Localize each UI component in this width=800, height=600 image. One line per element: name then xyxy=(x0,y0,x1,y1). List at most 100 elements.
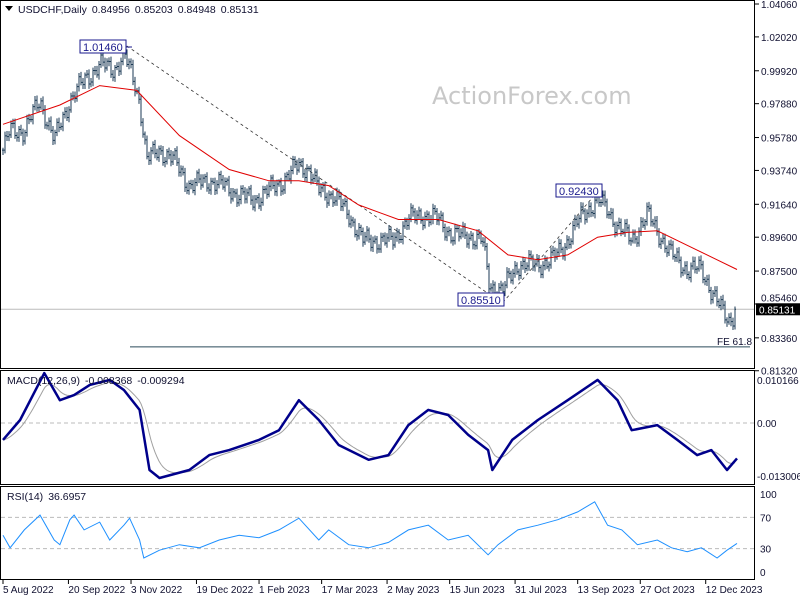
ohlc-bar xyxy=(126,49,128,67)
ohlc-bar xyxy=(520,260,522,279)
ohlc-bar xyxy=(70,92,72,113)
date-tick-label: 27 Oct 2023 xyxy=(640,585,695,596)
ohlc-bar xyxy=(8,131,10,142)
rsi-line xyxy=(2,501,738,559)
ohlc-bar xyxy=(604,190,606,207)
price-tick-label: 0.83360 xyxy=(761,334,798,345)
ohlc-bar xyxy=(440,210,442,221)
ohlc-bar xyxy=(678,247,680,264)
ohlc-bar xyxy=(396,227,398,242)
ohlc-bar xyxy=(382,232,384,243)
rsi-tick-label: 0 xyxy=(760,568,766,579)
ohlc-bar xyxy=(146,135,148,160)
ohlc-bar xyxy=(314,168,316,183)
ohlc-bar xyxy=(558,238,560,257)
price-tick-label: 0.99920 xyxy=(761,67,798,78)
macd-value: -0.008368 xyxy=(85,375,132,387)
ohlc-bar xyxy=(500,280,502,291)
ohlc-bar xyxy=(490,283,492,292)
ohlc-bar xyxy=(364,231,366,245)
ohlc-bar xyxy=(390,226,392,241)
rsi-label: RSI(14) xyxy=(7,491,43,503)
svg-text:0.85510: 0.85510 xyxy=(461,295,501,307)
ohlc-bar xyxy=(308,165,310,172)
ohlc-bar xyxy=(262,185,264,206)
ohlc-bar xyxy=(706,274,708,286)
ohlc-bar xyxy=(412,204,414,217)
collapse-triangle-icon[interactable] xyxy=(5,6,13,11)
ohlc-bar xyxy=(354,218,356,238)
ohlc-bar xyxy=(176,146,178,166)
ohlc-bar xyxy=(446,226,448,242)
ohlc-bar xyxy=(238,194,240,207)
ohlc-bar xyxy=(452,236,454,246)
date-tick-label: 19 Dec 2022 xyxy=(196,585,253,596)
macd-tick-label: 0.010166 xyxy=(757,376,799,387)
ohlc-bar xyxy=(552,245,554,256)
ohlc-bar xyxy=(468,233,470,249)
ohlc-bar xyxy=(322,182,324,193)
ohlc-bar xyxy=(196,170,198,187)
ohlc-bar xyxy=(12,118,14,129)
ohlc-bar xyxy=(694,256,696,274)
ohlc-bar xyxy=(514,260,516,278)
ohlc-bar xyxy=(142,118,144,138)
ohlc-bar xyxy=(154,139,156,159)
ohlc-bar xyxy=(150,147,152,165)
ohlc-bar xyxy=(340,192,342,212)
projection-dashed-line xyxy=(126,45,598,304)
ohlc-bar xyxy=(686,261,688,280)
ohlc-bar xyxy=(270,174,272,192)
price-tick-label: 0.85460 xyxy=(761,293,798,304)
ohlc-bar xyxy=(226,177,228,186)
ohlc-bar xyxy=(168,147,170,160)
ohlc-bar xyxy=(220,170,222,185)
ohlc-bar xyxy=(320,183,322,198)
ohlc-bar xyxy=(610,207,612,220)
ohlc-bar xyxy=(664,233,666,253)
ohlc-bar xyxy=(60,122,62,131)
ohlc-bar xyxy=(590,202,592,218)
ohlc-bar xyxy=(510,270,512,284)
ohlc-bar xyxy=(76,83,78,102)
ohlc-low: 0.84948 xyxy=(178,4,216,16)
ohlc-bar xyxy=(318,176,320,196)
ohlc-bar xyxy=(78,72,80,92)
ohlc-bar xyxy=(306,164,308,183)
ohlc-bar xyxy=(274,180,276,196)
ohlc-bar xyxy=(294,156,296,169)
ohlc-bar xyxy=(478,228,480,240)
ohlc-bar xyxy=(644,219,646,230)
ohlc-bar xyxy=(96,65,98,78)
ohlc-bar xyxy=(160,145,162,155)
date-tick-label: 1 Feb 2023 xyxy=(259,585,310,596)
ohlc-bar xyxy=(312,173,314,185)
date-tick-label: 31 Jul 2023 xyxy=(515,585,567,596)
ohlc-bar xyxy=(548,261,550,272)
ohlc-bar xyxy=(242,185,244,195)
ohlc-bar xyxy=(332,190,334,208)
ohlc-bar xyxy=(398,229,400,244)
ohlc-bar xyxy=(524,258,526,274)
ohlc-bar xyxy=(668,240,670,256)
ohlc-bar xyxy=(116,62,118,71)
ohlc-bar xyxy=(622,228,624,235)
ohlc-bar xyxy=(730,312,732,327)
ohlc-bar xyxy=(166,149,168,165)
ohlc-bar xyxy=(618,217,620,230)
ohlc-bar xyxy=(518,268,520,281)
rsi-panel xyxy=(0,486,755,580)
ohlc-bar xyxy=(484,237,486,251)
ohlc-bar xyxy=(488,263,490,294)
ohlc-bar xyxy=(260,197,262,211)
ohlc-bar xyxy=(272,174,274,190)
svg-text:1.01460: 1.01460 xyxy=(83,42,123,54)
ohlc-bar xyxy=(246,188,248,204)
ohlc-bar xyxy=(158,145,160,162)
ohlc-bar xyxy=(108,57,110,67)
macd-signal-line xyxy=(2,381,736,474)
ohlc-bar xyxy=(244,187,246,204)
ohlc-bar xyxy=(296,159,298,175)
ohlc-bar xyxy=(134,76,136,97)
ohlc-bar xyxy=(450,228,452,244)
